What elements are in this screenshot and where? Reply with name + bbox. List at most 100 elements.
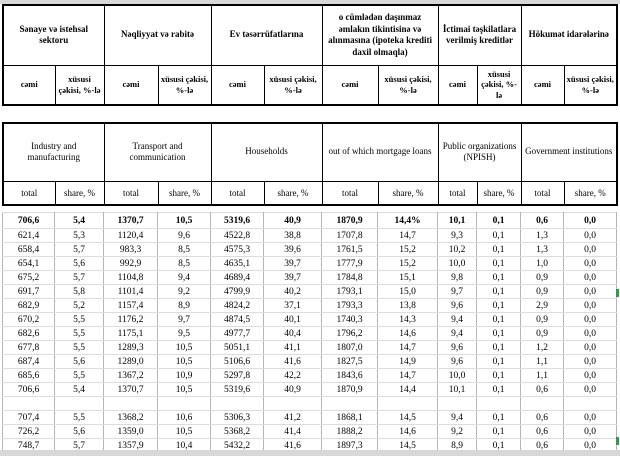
table-row: 677,8 5,5 1289,3 10,5 5051,1 41,1 1807,0 14,7 9,… — [2, 340, 617, 355]
cell: 14,6 — [377, 424, 438, 439]
cell: 706,6 — [2, 212, 55, 229]
cell: 4977,7 — [210, 326, 264, 341]
cell: 5319,6 — [210, 212, 264, 229]
cell: 0,0 — [563, 212, 617, 229]
cell: 5,6 — [54, 256, 104, 271]
cell: 1289,3 — [103, 340, 158, 355]
cell: 5,3 — [54, 228, 104, 243]
cell — [2, 396, 55, 411]
cell: 1868,1 — [321, 410, 378, 425]
cell: 0,1 — [476, 298, 521, 313]
cell: 14,7 — [377, 340, 438, 355]
cell: 5319,6 — [210, 382, 264, 397]
table-row: 675,2 5,7 1104,8 9,4 4689,4 39,7 1784,8 15,1 9,8… — [2, 270, 617, 285]
cell: 0,1 — [476, 424, 521, 439]
cell: 39,6 — [263, 242, 322, 257]
cell: 9,4 — [437, 326, 477, 341]
cell: 1870,9 — [321, 382, 378, 397]
cell: 9,8 — [437, 270, 477, 285]
az-group-households: Ev təsərrüfatlarına — [210, 4, 323, 66]
cell: 0,0 — [563, 298, 617, 313]
cell: 14,7 — [377, 228, 438, 243]
en-subheader-row: total share, % total share, % total shar… — [2, 180, 618, 206]
cell: 0,1 — [476, 242, 521, 257]
cell: 670,2 — [2, 312, 55, 327]
en-sub-share: share, % — [377, 180, 439, 206]
cell — [377, 396, 438, 411]
cell: 1289,0 — [103, 354, 158, 369]
table-row: 670,2 5,5 1176,2 9,7 4874,5 40,1 1740,3 14,3 9,4… — [2, 312, 617, 327]
cell: 1793,3 — [321, 298, 378, 313]
cell — [563, 396, 617, 411]
cell: 15,2 — [377, 256, 438, 271]
cell: 0,0 — [563, 424, 617, 439]
cell: 5,5 — [54, 326, 104, 341]
cell: 1777,9 — [321, 256, 378, 271]
cell: 706,6 — [2, 382, 55, 397]
cell: 10,0 — [437, 256, 477, 271]
table-row: 621,4 5,3 1120,4 9,6 4522,8 38,8 1707,8 14,7 9,3… — [2, 228, 617, 243]
cell: 0,0 — [563, 368, 617, 383]
table-row: 706,6 5,4 1370,7 10,5 5319,6 40,9 1870,9 14,4 10… — [2, 382, 617, 397]
en-group-transport: Transport and communication — [103, 122, 212, 182]
cell: 9,6 — [437, 354, 477, 369]
cell: 0,6 — [520, 424, 564, 439]
cell: 10,5 — [157, 340, 211, 355]
cell: 0,0 — [563, 382, 617, 397]
cell — [321, 396, 378, 411]
cell: 5,4 — [54, 382, 104, 397]
cell: 5368,2 — [210, 424, 264, 439]
az-sub-share: xüsusi çəkisi, %-lə — [157, 64, 212, 106]
cell: 42,2 — [263, 368, 322, 383]
cell: 5,6 — [54, 354, 104, 369]
cell: 10,5 — [157, 354, 211, 369]
cell: 41,1 — [263, 340, 322, 355]
cell: 0,0 — [563, 242, 617, 257]
cell: 10,5 — [157, 212, 211, 229]
cell: 0,1 — [476, 326, 521, 341]
cell: 9,4 — [157, 270, 211, 285]
table-row: 654,1 5,6 992,9 8,5 4635,1 39,7 1777,9 15,2 10,0… — [2, 256, 617, 271]
cell: 38,8 — [263, 228, 322, 243]
en-group-households: Households — [210, 122, 323, 182]
cell: 4824,2 — [210, 298, 264, 313]
cell: 4799,9 — [210, 284, 264, 299]
cell: 39,7 — [263, 256, 322, 271]
az-sub-share: xüsusi çəkisi, %-lə — [476, 64, 522, 106]
cell: 10,2 — [437, 242, 477, 257]
table-row: 706,6 5,4 1370,7 10,5 5319,6 40,9 1870,9 14,4% 1… — [2, 212, 617, 229]
cell: 14,4% — [377, 212, 438, 229]
az-sub-total: cəmi — [437, 64, 478, 106]
az-sub-share: xüsusi çəkisi, %-lə — [377, 64, 439, 106]
table-row: 682,6 5,5 1175,1 9,5 4977,7 40,4 1796,2 14,6 9,4… — [2, 326, 617, 341]
green-marker — [616, 437, 619, 445]
table-row: 658,4 5,7 983,3 8,5 4575,3 39,6 1761,5 15,2 10,2… — [2, 242, 617, 257]
cell: 1,3 — [520, 242, 564, 257]
cell: 1761,5 — [321, 242, 378, 257]
cell: 14,6 — [377, 326, 438, 341]
cell: 1707,8 — [321, 228, 378, 243]
cell: 41,2 — [263, 410, 322, 425]
cell: 14,5 — [377, 410, 438, 425]
az-sub-total: cəmi — [2, 64, 56, 106]
cell: 0,9 — [520, 312, 564, 327]
cell: 1368,2 — [103, 410, 158, 425]
data-tbody: 706,6 5,4 1370,7 10,5 5319,6 40,9 1870,9 14,4% 1… — [2, 212, 617, 456]
cell — [210, 396, 264, 411]
en-header-table: Industry and manufacturing Transport and… — [2, 122, 619, 206]
cell: 10,5 — [157, 424, 211, 439]
cell: 0,6 — [520, 212, 564, 229]
cell: 10,6 — [157, 410, 211, 425]
cell: 40,9 — [263, 212, 322, 229]
blank-row — [2, 396, 617, 411]
cell: 10,0 — [437, 368, 477, 383]
cell: 5,5 — [54, 368, 104, 383]
cell — [103, 396, 158, 411]
en-sub-total: total — [321, 180, 379, 206]
cell — [437, 396, 477, 411]
cell: 0,0 — [563, 312, 617, 327]
az-sub-share: xüsusi çəkisi, %-lə — [563, 64, 618, 106]
cell: 1104,8 — [103, 270, 158, 285]
az-header-table: Sənaye və istehsal sektoru Nəqliyyat və … — [2, 4, 619, 106]
